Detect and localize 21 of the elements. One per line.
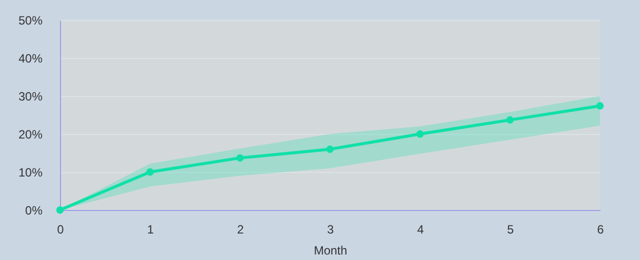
x-tick-label: 1 (147, 222, 154, 236)
x-tick-label: 4 (417, 222, 424, 236)
point (506, 116, 514, 124)
point (56, 206, 64, 214)
point (416, 130, 424, 138)
x-tick-label: 3 (327, 222, 334, 236)
x-tick-label: 5 (507, 222, 514, 236)
x-tick-label: 6 (597, 222, 604, 236)
point (146, 168, 154, 176)
y-tick-label: 50% (18, 14, 43, 28)
point (596, 102, 604, 110)
y-tick-label: 30% (18, 90, 43, 104)
x-tick-label: 2 (237, 222, 244, 236)
y-tick-label: 0% (25, 204, 43, 218)
y-tick-label: 10% (18, 166, 43, 180)
y-tick-label: 40% (18, 52, 43, 66)
point (326, 146, 334, 153)
y-tick-label: 20% (18, 128, 43, 142)
point (236, 154, 244, 162)
x-axis-title: Month (314, 244, 348, 258)
x-tick-label: 0 (57, 222, 64, 236)
